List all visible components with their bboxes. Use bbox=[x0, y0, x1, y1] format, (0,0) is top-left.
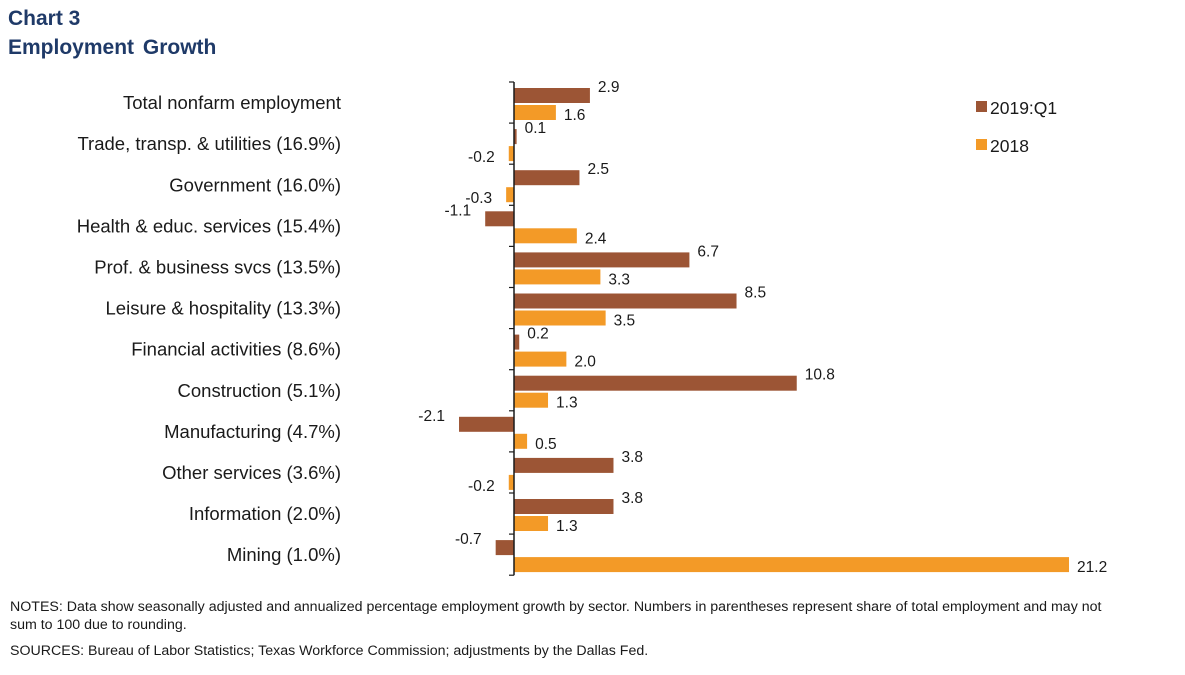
bar-q1-2019 bbox=[459, 416, 514, 432]
bar-q1-2019 bbox=[514, 252, 690, 268]
data-label: -0.3 bbox=[465, 190, 492, 207]
category-label: Manufacturing (4.7%) bbox=[164, 421, 341, 442]
data-label: 21.2 bbox=[1077, 559, 1107, 576]
data-label: 1.3 bbox=[556, 518, 578, 535]
data-label: 3.8 bbox=[621, 449, 643, 466]
category-label: Leisure & hospitality (13.3%) bbox=[106, 298, 341, 319]
category-label: Information (2.0%) bbox=[189, 503, 341, 524]
category-label: Total nonfarm employment bbox=[123, 92, 341, 113]
data-label: 3.8 bbox=[621, 490, 643, 507]
data-label: 2.4 bbox=[585, 230, 607, 247]
data-label: 0.5 bbox=[535, 436, 557, 453]
bar-2018 bbox=[508, 146, 514, 162]
data-label: 2.0 bbox=[574, 354, 596, 371]
category-label: Trade, transp. & utilities (16.9%) bbox=[77, 133, 341, 154]
bar-q1-2019 bbox=[485, 211, 514, 227]
data-label: -1.1 bbox=[444, 202, 471, 219]
bar-q1-2019 bbox=[514, 293, 737, 309]
data-label: 2.5 bbox=[587, 161, 609, 178]
axis-group bbox=[509, 81, 515, 576]
bar-2018 bbox=[514, 351, 567, 367]
legend-label: 2019:Q1 bbox=[990, 98, 1057, 118]
bar-2018 bbox=[514, 516, 549, 531]
category-label: Mining (1.0%) bbox=[227, 544, 341, 565]
category-label: Prof. & business svcs (13.5%) bbox=[94, 256, 341, 277]
legend-swatch bbox=[976, 101, 987, 112]
data-label: 2.9 bbox=[598, 79, 620, 96]
bar-2018 bbox=[514, 228, 577, 244]
category-label: Financial activities (8.6%) bbox=[131, 339, 341, 360]
bar-2018 bbox=[514, 392, 549, 408]
data-label: 0.2 bbox=[527, 326, 549, 343]
data-label: -0.7 bbox=[455, 531, 482, 548]
data-label: 6.7 bbox=[697, 243, 719, 260]
data-label: -2.1 bbox=[418, 408, 445, 425]
legend: 2019:Q1 2018 bbox=[976, 98, 1057, 156]
data-label: 1.6 bbox=[564, 107, 586, 124]
bar-2018 bbox=[514, 269, 601, 285]
bar-q1-2019 bbox=[514, 170, 580, 186]
notes-text: NOTES: Data show seasonally adjusted and… bbox=[10, 599, 1102, 633]
data-label: 3.3 bbox=[608, 271, 630, 288]
sources-text: SOURCES: Bureau of Labor Statistics; Tex… bbox=[10, 643, 649, 659]
data-label: -0.2 bbox=[468, 149, 495, 166]
chart-title: Employment Growth bbox=[8, 36, 217, 59]
bar-2018 bbox=[514, 433, 528, 449]
chart-header: Chart 3 Employment Growth bbox=[8, 4, 216, 62]
data-label: 3.5 bbox=[614, 313, 636, 330]
bar-2018 bbox=[506, 187, 514, 203]
value-labels: 2.9 1.6 0.1 -0.2 2.5 -0.3-1.1 2.4 6.7 3.3 8.5 3.5 0… bbox=[418, 79, 1107, 576]
legend-swatch bbox=[976, 139, 987, 150]
category-labels: Total nonfarm employment Trade, transp. &… bbox=[77, 92, 341, 565]
chart-label: Chart 3 bbox=[8, 7, 81, 30]
bar-2018 bbox=[514, 105, 556, 120]
bar-q1-2019 bbox=[514, 88, 590, 103]
category-label: Other services (3.6%) bbox=[162, 462, 341, 483]
bar-q1-2019 bbox=[514, 457, 614, 473]
data-label: -0.2 bbox=[468, 478, 495, 495]
bar-2018 bbox=[514, 557, 1070, 573]
bar-2018 bbox=[508, 474, 514, 490]
bar-chart: Total nonfarm employment Trade, transp. &… bbox=[77, 79, 1107, 576]
legend-label: 2018 bbox=[990, 136, 1029, 156]
category-label: Government (16.0%) bbox=[169, 174, 341, 195]
bar-q1-2019 bbox=[514, 129, 517, 145]
data-label: 1.3 bbox=[556, 395, 578, 412]
data-label: 10.8 bbox=[805, 367, 835, 384]
bar-q1-2019 bbox=[495, 540, 514, 556]
bar-q1-2019 bbox=[514, 499, 614, 514]
bar-2018 bbox=[514, 310, 606, 326]
bar-q1-2019 bbox=[514, 334, 520, 350]
category-label: Health & educ. services (15.4%) bbox=[77, 215, 341, 236]
category-label: Construction (5.1%) bbox=[178, 380, 341, 401]
data-label: 0.1 bbox=[525, 120, 547, 137]
data-label: 8.5 bbox=[745, 285, 767, 302]
bars-group bbox=[459, 88, 1070, 573]
bar-q1-2019 bbox=[514, 375, 797, 391]
